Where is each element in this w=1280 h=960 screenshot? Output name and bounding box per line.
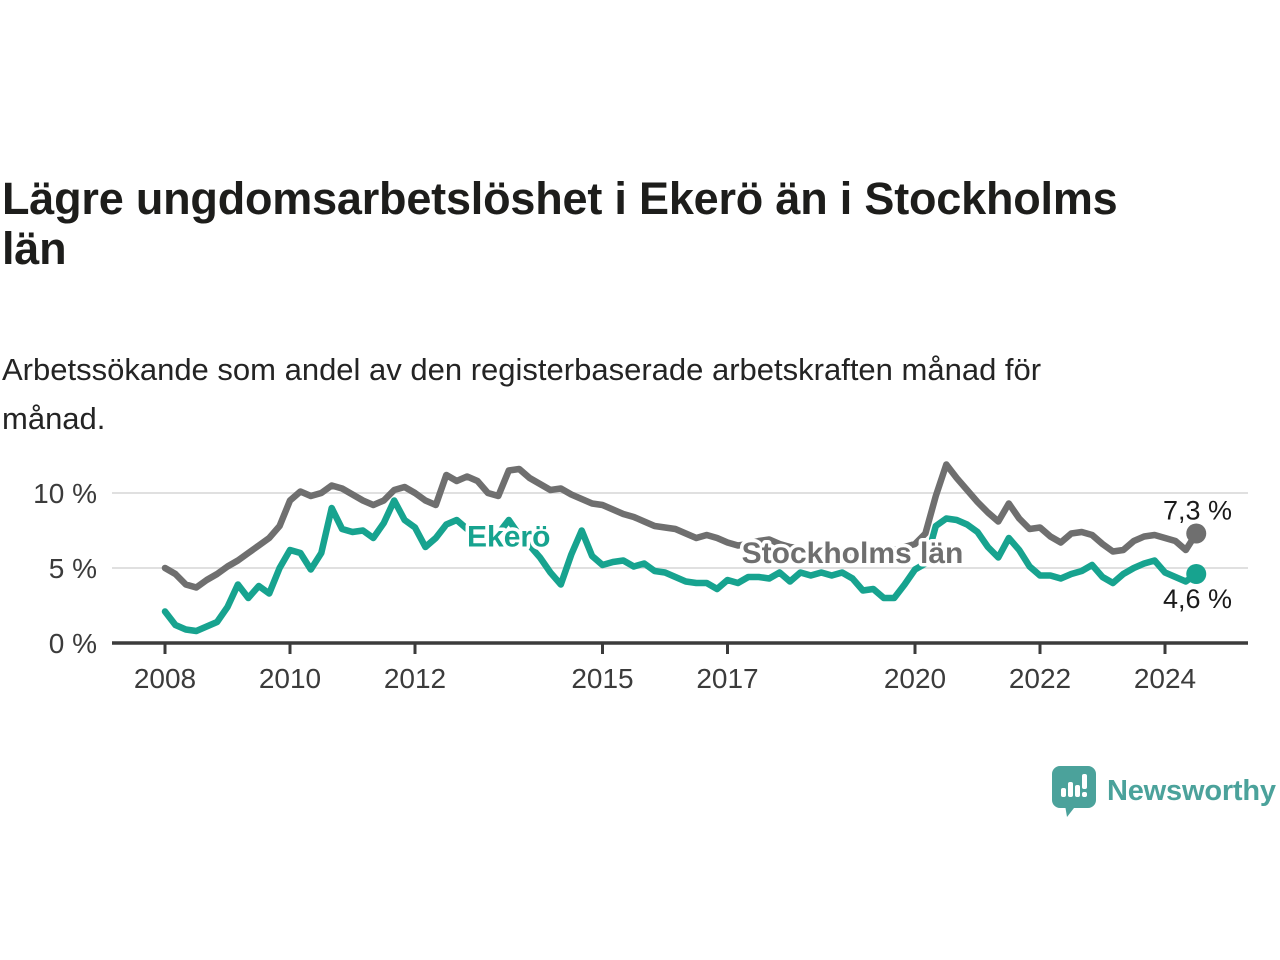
end-value-label: 7,3 %: [1163, 496, 1232, 526]
series-label: Stockholms län: [742, 537, 964, 570]
x-tick-label: 2022: [1009, 663, 1071, 694]
series-labels: Stockholms län Ekerö: [464, 517, 967, 574]
end-value-label: 4,6 %: [1163, 584, 1232, 614]
x-tick-label: 2024: [1134, 663, 1196, 694]
newsworthy-logo: Newsworthy: [1052, 764, 1276, 818]
bar-chart-glyph: [1061, 774, 1087, 797]
x-tick-label: 2017: [696, 663, 758, 694]
y-tick-label: 5 %: [49, 553, 97, 584]
x-tick-label: 2020: [884, 663, 946, 694]
series-end-dot: [1186, 523, 1207, 544]
chart-subtitle: Arbetssökande som andel av den registerb…: [2, 352, 1042, 436]
speech-bubble-shape: [1052, 766, 1096, 817]
newsworthy-wordmark: Newsworthy: [1107, 774, 1276, 807]
y-axis-labels: 0 % 5 % 10 %: [33, 478, 97, 659]
exclamation-dot: [1082, 792, 1087, 797]
x-tick-label: 2012: [384, 663, 446, 694]
series-end-dot: [1186, 564, 1207, 584]
series-line-stockholms-lan: [161, 461, 1200, 591]
x-axis-labels: 2008 2010 2012 2015 2017 2020 2022 2024: [134, 663, 1196, 694]
series-end-dots: [1186, 523, 1207, 584]
newsworthy-logo-icon: [1052, 766, 1096, 817]
series-label: Ekerö: [467, 520, 550, 553]
exclamation-bar: [1082, 774, 1087, 789]
series-lines: [161, 461, 1200, 635]
page-title: Lägre ungdomsarbetslöshet i Ekerö än i S…: [2, 173, 1118, 275]
end-value-labels: 7,3 % 4,6 %: [1160, 493, 1235, 618]
y-tick-label: 10 %: [33, 478, 97, 509]
x-axis: [112, 641, 1248, 654]
x-tick-label: 2015: [571, 663, 633, 694]
x-tick-label: 2010: [259, 663, 321, 694]
y-tick-label: 0 %: [49, 628, 97, 659]
series-line-ekero: [161, 497, 1200, 635]
x-tick-label: 2008: [134, 663, 196, 694]
